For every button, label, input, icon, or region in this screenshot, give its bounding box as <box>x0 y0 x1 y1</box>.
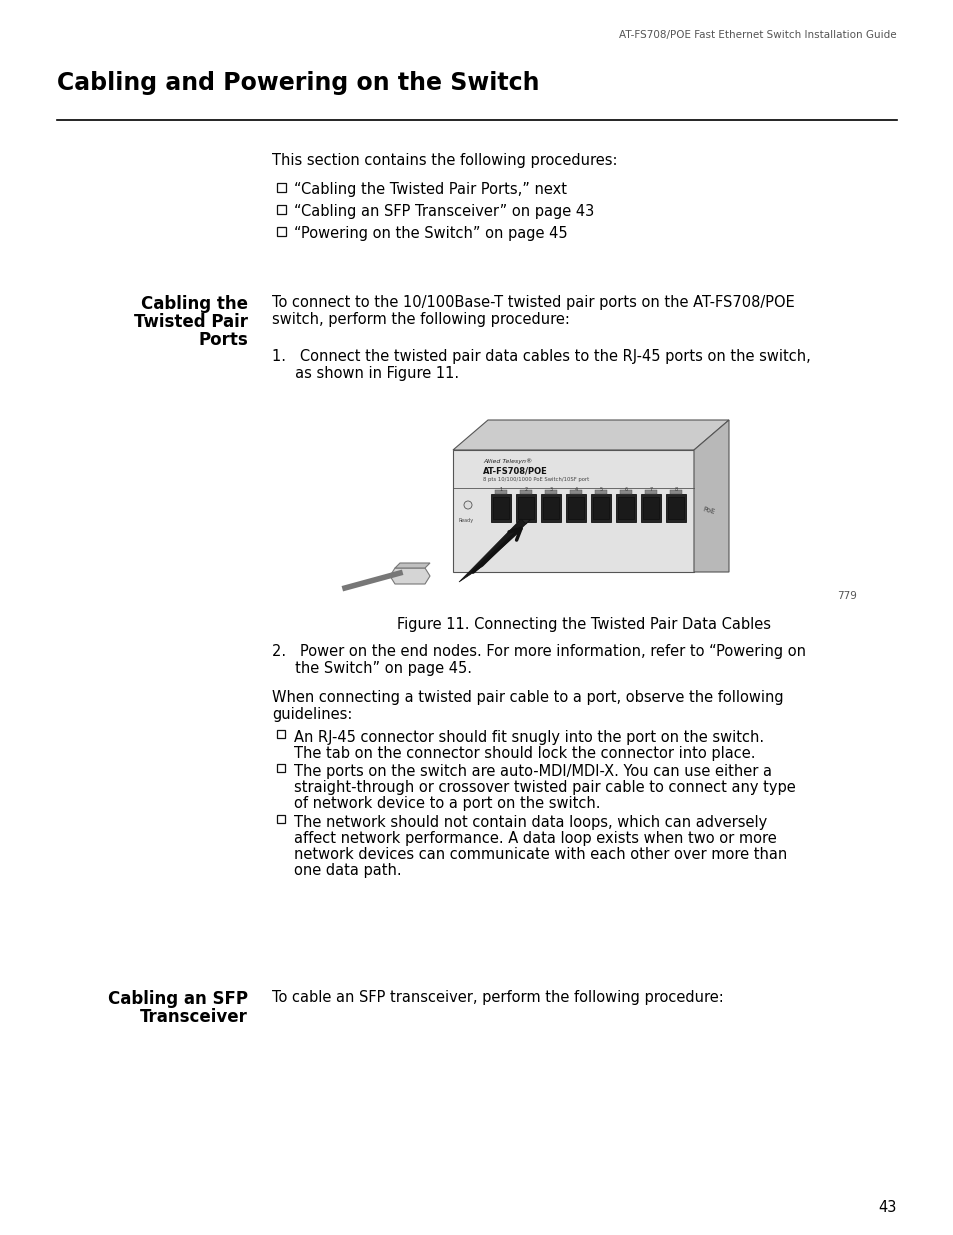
Text: 6: 6 <box>624 487 627 492</box>
Text: network devices can communicate with each other over more than: network devices can communicate with eac… <box>294 847 786 862</box>
Text: This section contains the following procedures:: This section contains the following proc… <box>272 153 617 168</box>
Text: “Cabling the Twisted Pair Ports,” next: “Cabling the Twisted Pair Ports,” next <box>294 182 566 198</box>
Bar <box>569 490 581 494</box>
Text: 7: 7 <box>649 487 652 492</box>
Bar <box>595 490 606 494</box>
Text: Cabling the: Cabling the <box>141 295 248 312</box>
Text: affect network performance. A data loop exists when two or more: affect network performance. A data loop … <box>294 831 776 846</box>
Polygon shape <box>453 420 728 450</box>
Text: 779: 779 <box>836 592 856 601</box>
Bar <box>495 490 506 494</box>
Text: Cabling and Powering on the Switch: Cabling and Powering on the Switch <box>57 70 539 95</box>
Text: “Cabling an SFP Transceiver” on page 43: “Cabling an SFP Transceiver” on page 43 <box>294 204 594 219</box>
Text: Transceiver: Transceiver <box>140 1008 248 1026</box>
Bar <box>567 496 583 519</box>
Text: The tab on the connector should lock the connector into place.: The tab on the connector should lock the… <box>294 746 755 761</box>
Text: 8 pts 10/100/1000 PoE Switch/10SF port: 8 pts 10/100/1000 PoE Switch/10SF port <box>482 477 589 482</box>
Text: The network should not contain data loops, which can adversely: The network should not contain data loop… <box>294 815 766 830</box>
Bar <box>644 490 657 494</box>
Text: 5: 5 <box>598 487 602 492</box>
Text: the Switch” on page 45.: the Switch” on page 45. <box>272 661 472 676</box>
Text: 1: 1 <box>499 487 502 492</box>
Bar <box>593 496 608 519</box>
Bar <box>667 496 683 519</box>
Text: AT-FS708/POE: AT-FS708/POE <box>482 467 547 475</box>
Text: “Powering on the Switch” on page 45: “Powering on the Switch” on page 45 <box>294 226 567 241</box>
Bar <box>276 764 285 772</box>
Text: Ports: Ports <box>198 331 248 350</box>
Text: Allied Telesyn®: Allied Telesyn® <box>482 458 532 463</box>
Text: as shown in Figure 11.: as shown in Figure 11. <box>272 366 458 382</box>
Bar <box>276 227 286 236</box>
Bar <box>669 490 681 494</box>
Text: To cable an SFP transceiver, perform the following procedure:: To cable an SFP transceiver, perform the… <box>272 990 723 1005</box>
Text: 2.   Power on the end nodes. For more information, refer to “Powering on: 2. Power on the end nodes. For more info… <box>272 643 805 659</box>
Bar <box>640 494 660 522</box>
Text: 2: 2 <box>524 487 527 492</box>
Bar <box>276 815 285 823</box>
Text: Ready: Ready <box>458 517 474 522</box>
Bar <box>517 496 534 519</box>
Text: PoE: PoE <box>701 506 715 515</box>
Text: 8: 8 <box>674 487 677 492</box>
Text: An RJ-45 connector should fit snugly into the port on the switch.: An RJ-45 connector should fit snugly int… <box>294 730 763 745</box>
Bar <box>516 494 536 522</box>
Bar <box>276 183 286 191</box>
Text: 4: 4 <box>574 487 577 492</box>
Text: AT-FS708/POE Fast Ethernet Switch Installation Guide: AT-FS708/POE Fast Ethernet Switch Instal… <box>618 30 896 40</box>
Text: 3: 3 <box>549 487 552 492</box>
Text: 1.   Connect the twisted pair data cables to the RJ-45 ports on the switch,: 1. Connect the twisted pair data cables … <box>272 350 810 364</box>
Text: The ports on the switch are auto-MDI/MDI-X. You can use either a: The ports on the switch are auto-MDI/MDI… <box>294 764 771 779</box>
Text: switch, perform the following procedure:: switch, perform the following procedure: <box>272 312 569 327</box>
Polygon shape <box>395 563 430 568</box>
Text: Twisted Pair: Twisted Pair <box>133 312 248 331</box>
Bar <box>616 494 636 522</box>
Bar <box>619 490 631 494</box>
Bar <box>491 494 511 522</box>
Polygon shape <box>453 450 693 572</box>
Bar <box>276 205 286 214</box>
Bar <box>276 730 285 739</box>
Bar <box>618 496 634 519</box>
Bar <box>519 490 532 494</box>
Text: When connecting a twisted pair cable to a port, observe the following: When connecting a twisted pair cable to … <box>272 690 782 705</box>
Bar <box>665 494 685 522</box>
Text: guidelines:: guidelines: <box>272 706 352 722</box>
Polygon shape <box>390 568 430 584</box>
Bar <box>493 496 509 519</box>
Text: 43: 43 <box>878 1200 896 1215</box>
Text: straight-through or crossover twisted pair cable to connect any type: straight-through or crossover twisted pa… <box>294 781 795 795</box>
Bar <box>544 490 557 494</box>
Bar <box>590 494 610 522</box>
Text: one data path.: one data path. <box>294 863 401 878</box>
Text: Figure 11. Connecting the Twisted Pair Data Cables: Figure 11. Connecting the Twisted Pair D… <box>397 618 771 632</box>
Polygon shape <box>458 519 531 582</box>
Text: Cabling an SFP: Cabling an SFP <box>108 990 248 1008</box>
Text: To connect to the 10/100Base-T twisted pair ports on the AT-FS708/POE: To connect to the 10/100Base-T twisted p… <box>272 295 794 310</box>
Bar <box>542 496 558 519</box>
Text: of network device to a port on the switch.: of network device to a port on the switc… <box>294 797 599 811</box>
Bar <box>642 496 659 519</box>
Bar <box>540 494 560 522</box>
Bar <box>565 494 585 522</box>
Circle shape <box>463 501 472 509</box>
Polygon shape <box>693 420 728 572</box>
